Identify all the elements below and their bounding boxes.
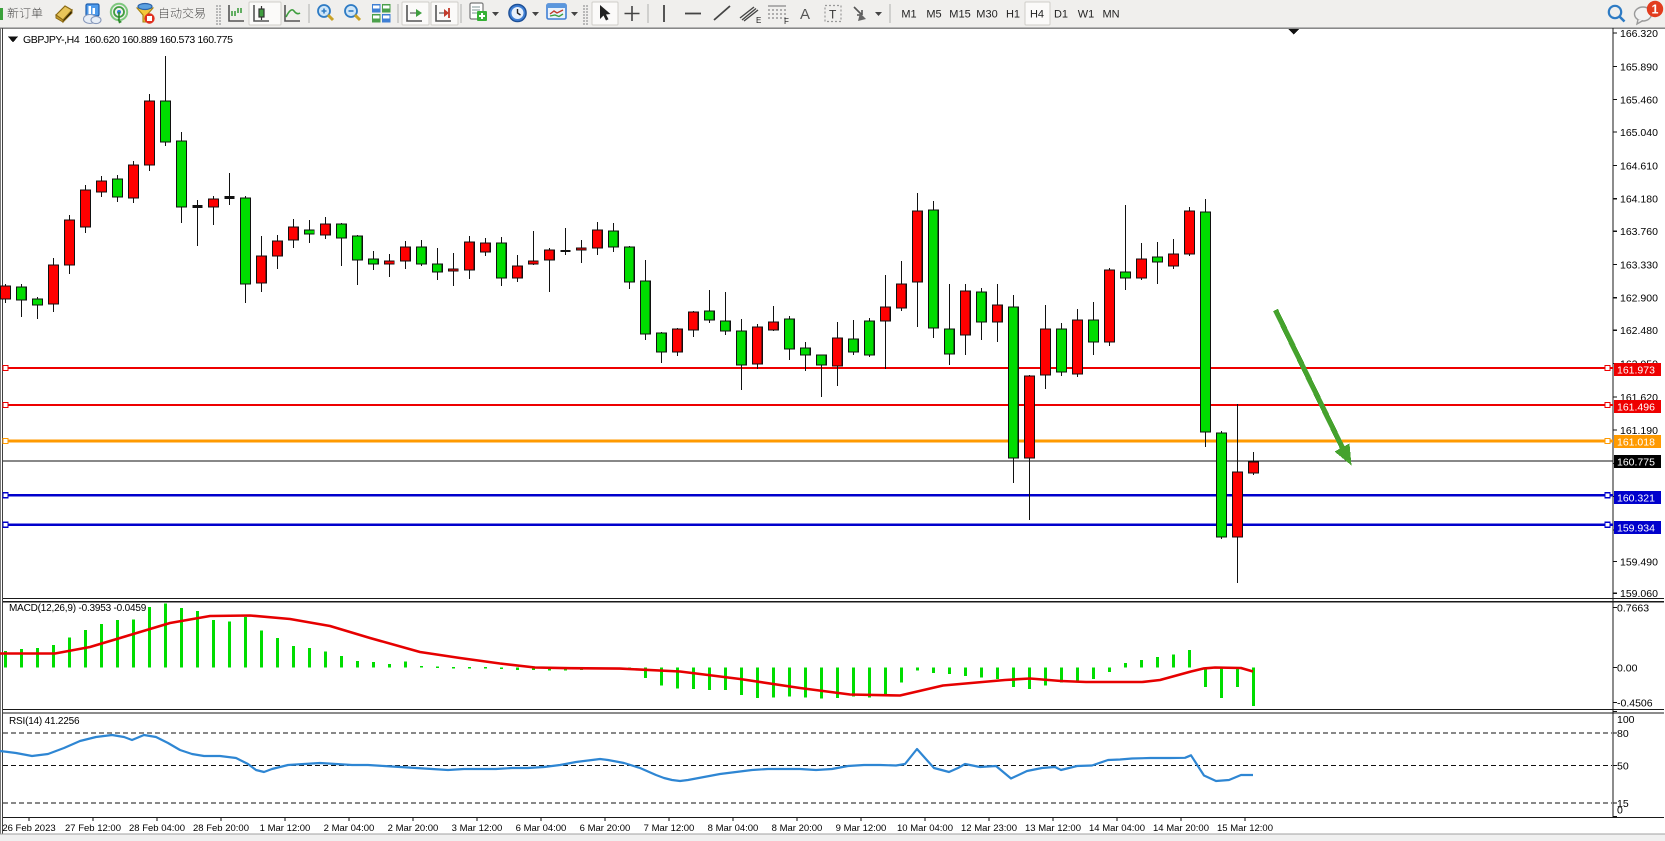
svg-text:0.00: 0.00: [1617, 663, 1638, 675]
svg-text:8 Mar 04:00: 8 Mar 04:00: [708, 823, 759, 834]
svg-text:M30: M30: [976, 9, 997, 21]
svg-text:14 Mar 04:00: 14 Mar 04:00: [1089, 823, 1145, 834]
svg-text:159.060: 159.060: [1620, 588, 1658, 600]
svg-text:166.320: 166.320: [1620, 28, 1658, 40]
svg-text:28 Feb 04:00: 28 Feb 04:00: [129, 823, 185, 834]
svg-text:80: 80: [1617, 728, 1629, 740]
svg-text:MACD(12,26,9) -0.3953 -0.0459: MACD(12,26,9) -0.3953 -0.0459: [9, 603, 147, 614]
svg-text:1 Mar 12:00: 1 Mar 12:00: [260, 823, 311, 834]
svg-text:3 Mar 12:00: 3 Mar 12:00: [452, 823, 503, 834]
svg-text:RSI(14) 41.2256: RSI(14) 41.2256: [9, 716, 80, 727]
svg-text:164.610: 164.610: [1620, 160, 1658, 172]
svg-text:164.180: 164.180: [1620, 194, 1658, 206]
svg-text:14 Mar 20:00: 14 Mar 20:00: [1153, 823, 1209, 834]
svg-text:161.190: 161.190: [1620, 425, 1658, 437]
svg-text:2 Mar 20:00: 2 Mar 20:00: [388, 823, 439, 834]
svg-text:H4: H4: [1030, 9, 1044, 21]
svg-text:13 Mar 12:00: 13 Mar 12:00: [1025, 823, 1081, 834]
svg-text:161.973: 161.973: [1617, 365, 1655, 377]
svg-text:15: 15: [1617, 798, 1629, 810]
svg-text:165.890: 165.890: [1620, 61, 1658, 73]
svg-text:MN: MN: [1102, 9, 1119, 21]
svg-text:162.900: 162.900: [1620, 293, 1658, 305]
svg-text:8 Mar 20:00: 8 Mar 20:00: [772, 823, 823, 834]
svg-text:M15: M15: [949, 9, 970, 21]
svg-text:12 Mar 23:00: 12 Mar 23:00: [961, 823, 1017, 834]
svg-text:9 Mar 12:00: 9 Mar 12:00: [836, 823, 887, 834]
svg-text:D1: D1: [1054, 9, 1068, 21]
svg-text:A: A: [800, 6, 810, 23]
svg-text:163.760: 163.760: [1620, 226, 1658, 238]
svg-text:100: 100: [1617, 714, 1635, 726]
svg-text:10 Mar 04:00: 10 Mar 04:00: [897, 823, 953, 834]
svg-text:1: 1: [1652, 3, 1659, 17]
svg-text:6 Mar 20:00: 6 Mar 20:00: [580, 823, 631, 834]
svg-text:E: E: [756, 16, 761, 25]
svg-text:0: 0: [1617, 805, 1623, 817]
svg-text:7 Mar 12:00: 7 Mar 12:00: [644, 823, 695, 834]
svg-text:-0.4506: -0.4506: [1617, 698, 1653, 710]
svg-text:26 Feb 2023: 26 Feb 2023: [2, 823, 55, 834]
svg-text:163.330: 163.330: [1620, 259, 1658, 271]
svg-text:15 Mar 12:00: 15 Mar 12:00: [1217, 823, 1273, 834]
svg-text:M5: M5: [926, 9, 941, 21]
svg-text:159.934: 159.934: [1617, 522, 1655, 534]
svg-text:0.7663: 0.7663: [1617, 603, 1649, 615]
svg-text:GBPJPY-,H4 160.620 160.889 16: GBPJPY-,H4 160.620 160.889 160.573 160.7…: [23, 34, 233, 46]
svg-text:160.775: 160.775: [1617, 457, 1655, 469]
svg-text:165.040: 165.040: [1620, 127, 1658, 139]
svg-text:28 Feb 20:00: 28 Feb 20:00: [193, 823, 249, 834]
svg-text:2 Mar 04:00: 2 Mar 04:00: [324, 823, 375, 834]
svg-text:T: T: [829, 8, 837, 22]
svg-text:W1: W1: [1078, 9, 1095, 21]
svg-text:6 Mar 04:00: 6 Mar 04:00: [516, 823, 567, 834]
svg-text:H1: H1: [1006, 9, 1020, 21]
svg-text:27 Feb 12:00: 27 Feb 12:00: [65, 823, 121, 834]
svg-text:165.460: 165.460: [1620, 95, 1658, 107]
svg-text:159.490: 159.490: [1620, 557, 1658, 569]
svg-text:F: F: [784, 17, 789, 26]
svg-text:M1: M1: [901, 9, 916, 21]
svg-text:50: 50: [1617, 761, 1629, 773]
svg-text:160.321: 160.321: [1617, 492, 1655, 504]
svg-text:161.496: 161.496: [1617, 401, 1655, 413]
svg-text:161.018: 161.018: [1617, 436, 1655, 448]
svg-text:162.480: 162.480: [1620, 325, 1658, 337]
